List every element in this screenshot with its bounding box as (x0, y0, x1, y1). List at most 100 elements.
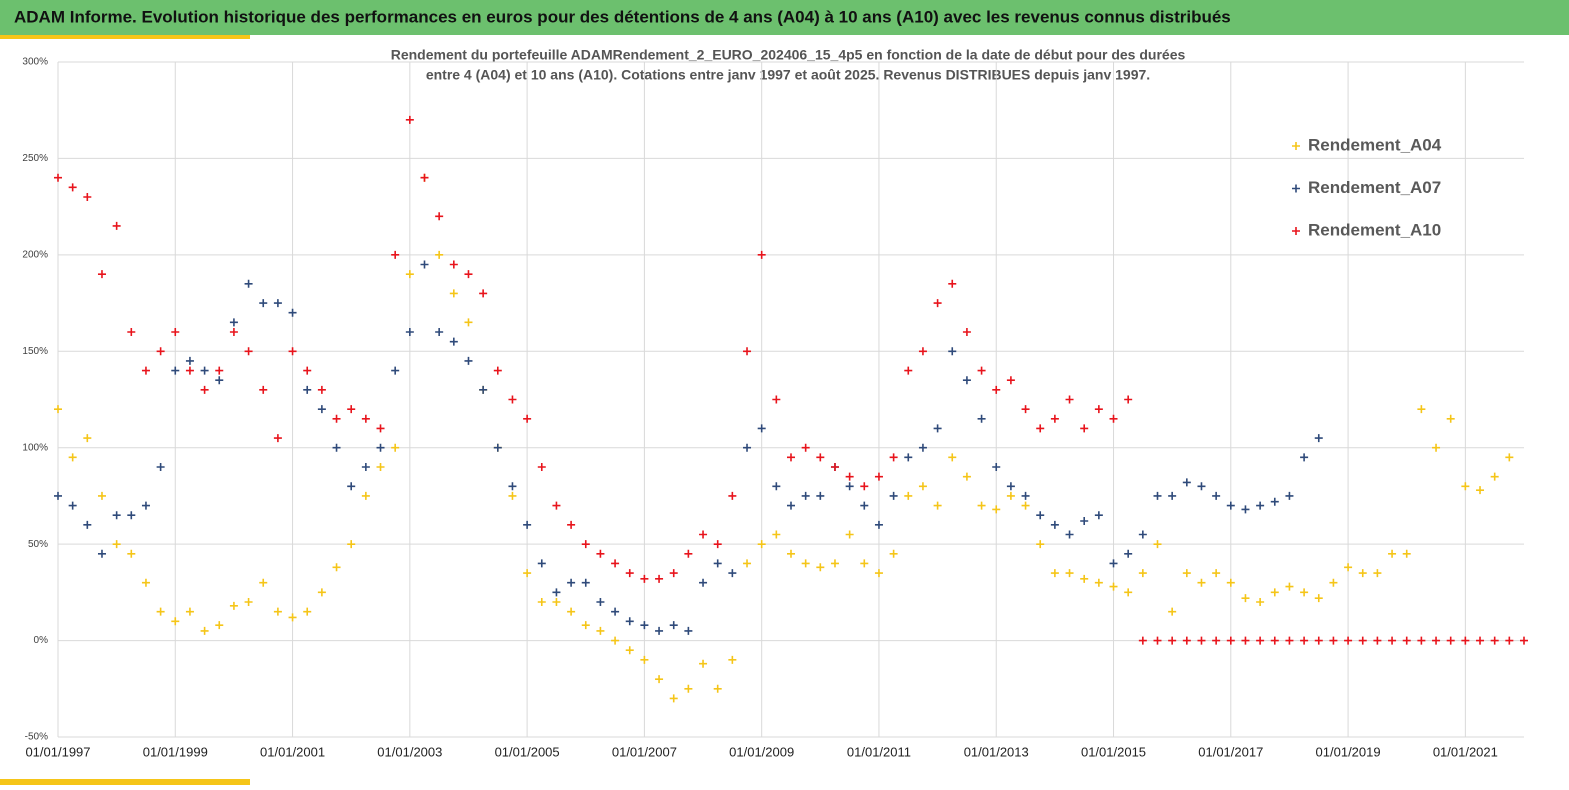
data-point (273, 299, 282, 308)
data-point (361, 463, 370, 471)
data-point (464, 270, 473, 279)
data-point (156, 347, 165, 356)
data-point (54, 173, 62, 182)
data-point (537, 463, 546, 471)
data-point (435, 250, 444, 259)
data-point (523, 520, 532, 529)
data-point (1388, 549, 1397, 558)
data-point (1182, 636, 1191, 645)
data-point (1168, 636, 1177, 645)
x-tick-label: 01/01/2015 (1081, 744, 1146, 759)
data-point (259, 299, 268, 308)
data-point (1168, 607, 1177, 616)
data-point (1314, 636, 1323, 645)
data-point (332, 414, 341, 423)
data-point (1050, 569, 1059, 578)
x-tick-label: 01/01/2007 (612, 744, 677, 759)
data-point (288, 347, 297, 356)
data-point (1270, 588, 1279, 597)
data-point (552, 598, 561, 606)
data-point (1124, 588, 1133, 597)
data-point (918, 482, 927, 491)
data-point (1021, 405, 1030, 414)
data-point (772, 482, 781, 491)
data-point (1153, 636, 1162, 645)
data-point (669, 621, 678, 630)
data-point (405, 115, 414, 124)
x-tick-label: 01/01/2003 (377, 744, 442, 759)
data-point (1021, 491, 1030, 500)
data-point (655, 675, 664, 684)
legend-marker (1292, 142, 1300, 150)
data-point (625, 617, 634, 626)
data-point (860, 559, 869, 568)
y-tick-label: 100% (22, 442, 48, 453)
data-point (1109, 582, 1118, 591)
data-point (816, 453, 825, 462)
data-point (1182, 478, 1191, 487)
data-point (1476, 636, 1485, 645)
data-point (1226, 501, 1235, 510)
data-point (376, 443, 385, 452)
data-point (552, 501, 561, 510)
x-tick-label: 01/01/2019 (1316, 744, 1381, 759)
data-point (1300, 636, 1309, 645)
data-point (215, 621, 224, 630)
accent-bar (0, 35, 250, 39)
data-point (112, 511, 121, 520)
data-point (889, 491, 898, 500)
data-point (962, 328, 971, 336)
data-point (728, 491, 737, 500)
data-point (83, 434, 92, 443)
chart-title: Rendement du portefeuille ADAMRendement_… (391, 47, 1186, 63)
data-point (640, 574, 649, 583)
data-point (112, 540, 121, 549)
data-point (449, 337, 458, 346)
y-tick-label: 250% (22, 153, 48, 164)
data-point (1094, 511, 1103, 520)
legend-marker (1292, 184, 1300, 193)
y-tick-label: 50% (28, 539, 48, 550)
data-point (669, 694, 678, 703)
data-point (97, 549, 106, 558)
data-point (787, 549, 795, 558)
chart-subtitle: entre 4 (A04) et 10 ans (A10). Cotations… (426, 67, 1150, 83)
data-point (611, 607, 620, 616)
data-point (141, 501, 150, 510)
data-point (347, 482, 356, 491)
data-point (185, 366, 194, 375)
data-point (244, 279, 253, 288)
data-point (141, 578, 150, 587)
data-point (1226, 578, 1235, 587)
data-point (918, 443, 927, 452)
data-point (830, 559, 839, 568)
data-point (1006, 491, 1015, 500)
data-point (244, 347, 253, 356)
legend-label: Rendement_A04 (1308, 135, 1442, 154)
data-point (1080, 424, 1089, 433)
data-point (977, 414, 986, 423)
data-point (1285, 582, 1294, 591)
data-point (523, 569, 532, 578)
data-point (1212, 491, 1221, 500)
data-point (405, 328, 414, 336)
y-tick-label: 200% (22, 249, 48, 260)
data-point (1094, 578, 1103, 587)
data-point (83, 193, 92, 201)
data-point (596, 549, 605, 558)
data-point (1402, 636, 1411, 645)
data-point (229, 601, 238, 610)
data-point (1417, 405, 1426, 414)
data-point (54, 405, 62, 414)
data-point (567, 520, 576, 529)
data-point (567, 607, 576, 616)
data-point (1241, 636, 1250, 645)
data-point (845, 482, 854, 491)
data-point (933, 299, 942, 308)
data-point (581, 578, 590, 587)
data-point (874, 520, 883, 529)
data-point (1520, 636, 1528, 645)
data-point (288, 308, 297, 317)
data-point (596, 598, 605, 606)
data-point (1329, 578, 1338, 587)
